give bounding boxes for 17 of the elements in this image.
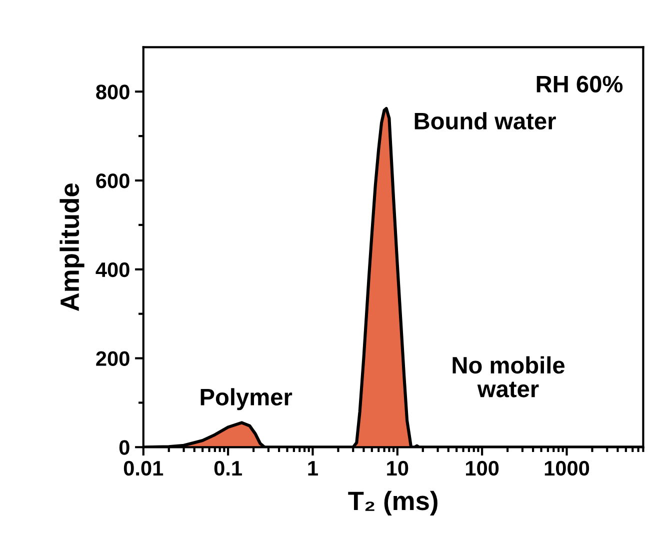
y-tick-label: 600 <box>96 173 130 188</box>
x-axis-title: T₂ (ms) <box>348 490 438 516</box>
annotation: No mobile water <box>452 356 565 398</box>
y-axis-title: Amplitude <box>60 184 84 311</box>
y-tick-label: 0 <box>119 440 130 455</box>
x-tick-label: 1000 <box>544 460 590 476</box>
y-tick-label: 200 <box>96 351 130 366</box>
annotation: RH 60% <box>536 76 623 92</box>
x-tick-label: 1 <box>308 461 318 476</box>
annotation: Bound water <box>414 112 556 130</box>
x-tick-label: 0.01 <box>124 460 164 476</box>
y-tick-label: 800 <box>96 84 130 100</box>
x-tick-label: 10 <box>387 460 408 476</box>
annotation: Polymer <box>200 388 292 410</box>
x-tick-label: 0.1 <box>214 460 242 476</box>
x-tick-label: 100 <box>466 460 499 476</box>
y-tick-label: 400 <box>96 262 130 278</box>
